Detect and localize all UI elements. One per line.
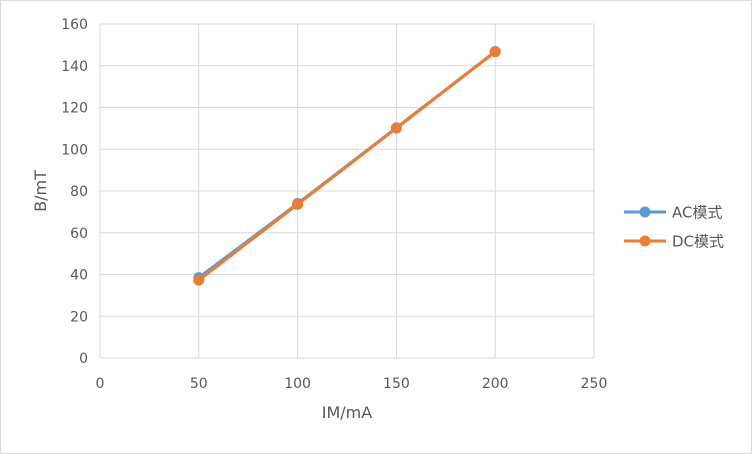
y-axis-title: B/mT (31, 170, 50, 212)
y-tick-label: 40 (70, 268, 88, 284)
data-point (193, 274, 205, 286)
y-tick-label: 120 (61, 101, 88, 117)
series-dc (193, 46, 501, 286)
y-tick-label: 60 (70, 226, 88, 242)
legend-marker (639, 235, 651, 247)
legend-label: AC模式 (672, 204, 722, 222)
x-tick-label: 250 (581, 376, 608, 392)
legend-item: AC模式 (624, 204, 722, 222)
y-tick-label: 140 (61, 59, 88, 75)
x-tick-label: 150 (383, 376, 410, 392)
y-tick-label: 20 (70, 309, 88, 325)
x-axis-title: IM/mA (322, 403, 373, 422)
data-point (390, 122, 402, 134)
legend: AC模式 DC模式 (624, 204, 724, 251)
series-line (197, 50, 497, 282)
series-group (193, 46, 501, 286)
x-axis-ticks: 0 50 100 150 200 250 (96, 376, 608, 392)
x-tick-label: 0 (96, 376, 105, 392)
x-tick-label: 200 (482, 376, 509, 392)
y-tick-label: 160 (61, 17, 88, 33)
y-tick-label: 100 (61, 142, 88, 158)
x-tick-label: 100 (284, 376, 311, 392)
x-tick-label: 50 (190, 376, 208, 392)
legend-marker (639, 206, 651, 218)
data-point (292, 198, 304, 210)
y-axis-ticks: 0 20 40 60 80 100 120 140 160 (61, 17, 88, 367)
data-point (489, 46, 501, 58)
legend-label: DC模式 (672, 233, 724, 251)
y-tick-label: 80 (70, 184, 88, 200)
y-tick-label: 0 (79, 351, 88, 367)
gridlines (99, 23, 595, 359)
legend-item: DC模式 (624, 233, 724, 251)
